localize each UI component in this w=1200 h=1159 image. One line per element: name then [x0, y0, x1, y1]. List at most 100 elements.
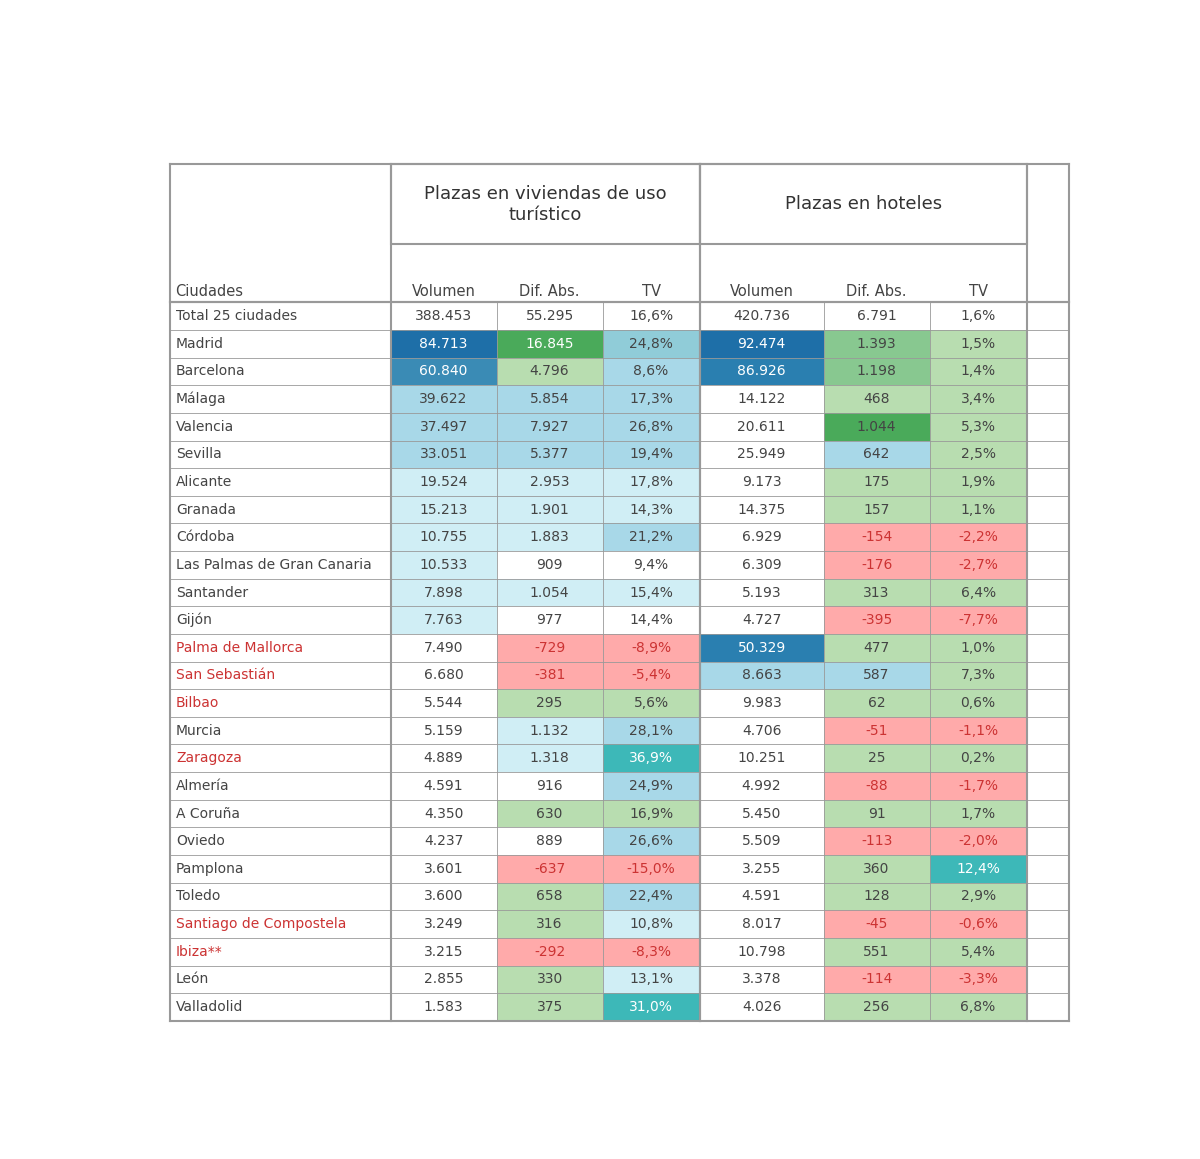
Bar [823, 938, 930, 965]
Bar [930, 744, 1027, 772]
Text: 28,1%: 28,1% [629, 723, 673, 737]
Text: -292: -292 [534, 945, 565, 958]
Bar [823, 524, 930, 551]
Text: 5,4%: 5,4% [961, 945, 996, 958]
Bar [930, 938, 1027, 965]
Text: 3.378: 3.378 [742, 972, 781, 986]
Text: 33.051: 33.051 [420, 447, 468, 461]
Bar [497, 385, 602, 413]
Bar [823, 662, 930, 690]
Bar [930, 385, 1027, 413]
Text: Volumen: Volumen [730, 284, 793, 299]
Text: 3.249: 3.249 [424, 917, 463, 931]
Text: 5.544: 5.544 [424, 697, 463, 710]
Bar [823, 578, 930, 606]
Text: 1.054: 1.054 [530, 585, 569, 599]
Text: 916: 916 [536, 779, 563, 793]
Text: Plazas en hoteles: Plazas en hoteles [785, 195, 942, 213]
Text: 295: 295 [536, 697, 563, 710]
Bar [602, 965, 700, 993]
Bar [497, 993, 602, 1021]
Bar [823, 690, 930, 717]
Text: 1.132: 1.132 [529, 723, 569, 737]
Text: 14,3%: 14,3% [629, 503, 673, 517]
Bar [930, 358, 1027, 385]
Text: 360: 360 [863, 862, 889, 876]
Bar [497, 800, 602, 828]
Text: 4.026: 4.026 [742, 1000, 781, 1014]
Text: 587: 587 [863, 669, 889, 683]
Text: 39.622: 39.622 [419, 392, 468, 406]
Text: 24,9%: 24,9% [629, 779, 673, 793]
Bar [497, 578, 602, 606]
Text: 468: 468 [863, 392, 890, 406]
Text: 55.295: 55.295 [526, 309, 574, 323]
Text: 7.898: 7.898 [424, 585, 463, 599]
Text: 630: 630 [536, 807, 563, 821]
Text: 8.017: 8.017 [742, 917, 781, 931]
Bar [823, 496, 930, 524]
Bar [930, 800, 1027, 828]
Text: 3.255: 3.255 [742, 862, 781, 876]
Bar [497, 330, 602, 358]
Text: -395: -395 [860, 613, 893, 627]
Text: 37.497: 37.497 [420, 420, 468, 433]
Bar [602, 828, 700, 855]
Text: 1,5%: 1,5% [960, 337, 996, 351]
Text: 313: 313 [863, 585, 889, 599]
Text: 4.796: 4.796 [529, 364, 569, 379]
Bar [497, 413, 602, 440]
Text: 1.044: 1.044 [857, 420, 896, 433]
Text: Córdoba: Córdoba [176, 531, 235, 545]
Bar [602, 330, 700, 358]
Text: 60.840: 60.840 [419, 364, 468, 379]
Text: -15,0%: -15,0% [626, 862, 676, 876]
Text: TV: TV [642, 284, 660, 299]
Bar [390, 330, 497, 358]
Text: 14.122: 14.122 [738, 392, 786, 406]
Text: Pamplona: Pamplona [176, 862, 245, 876]
Bar [497, 883, 602, 910]
Text: -2,2%: -2,2% [958, 531, 998, 545]
Text: 5,3%: 5,3% [961, 420, 996, 433]
Text: Las Palmas de Gran Canaria: Las Palmas de Gran Canaria [176, 557, 372, 571]
Bar [823, 606, 930, 634]
Text: 4.992: 4.992 [742, 779, 781, 793]
Bar [930, 662, 1027, 690]
Text: 36,9%: 36,9% [629, 751, 673, 765]
Text: 26,8%: 26,8% [629, 420, 673, 433]
Bar [602, 910, 700, 938]
Bar [602, 358, 700, 385]
Bar [497, 358, 602, 385]
Text: 24,8%: 24,8% [629, 337, 673, 351]
Text: Santander: Santander [176, 585, 248, 599]
Text: 10.251: 10.251 [738, 751, 786, 765]
Text: 6.929: 6.929 [742, 531, 781, 545]
Text: Málaga: Málaga [176, 392, 227, 407]
Text: 5.509: 5.509 [742, 834, 781, 848]
Text: 62: 62 [868, 697, 886, 710]
Text: 4.706: 4.706 [742, 723, 781, 737]
Text: 14,4%: 14,4% [629, 613, 673, 627]
Text: -113: -113 [860, 834, 893, 848]
Text: 9.983: 9.983 [742, 697, 781, 710]
Bar [497, 744, 602, 772]
Bar [602, 578, 700, 606]
Bar [602, 524, 700, 551]
Text: 316: 316 [536, 917, 563, 931]
Text: Santiago de Compostela: Santiago de Compostela [176, 917, 347, 931]
Text: A Coruña: A Coruña [176, 807, 240, 821]
Bar [390, 551, 497, 578]
Text: 9,4%: 9,4% [634, 557, 668, 571]
Bar [602, 496, 700, 524]
Bar [930, 496, 1027, 524]
Bar [602, 690, 700, 717]
Text: 0,2%: 0,2% [961, 751, 996, 765]
Bar [390, 578, 497, 606]
Bar [930, 578, 1027, 606]
Text: -7,7%: -7,7% [958, 613, 998, 627]
Text: Palma de Mallorca: Palma de Mallorca [176, 641, 304, 655]
Bar [497, 965, 602, 993]
Text: Dif. Abs.: Dif. Abs. [846, 284, 907, 299]
Text: 1,0%: 1,0% [960, 641, 996, 655]
